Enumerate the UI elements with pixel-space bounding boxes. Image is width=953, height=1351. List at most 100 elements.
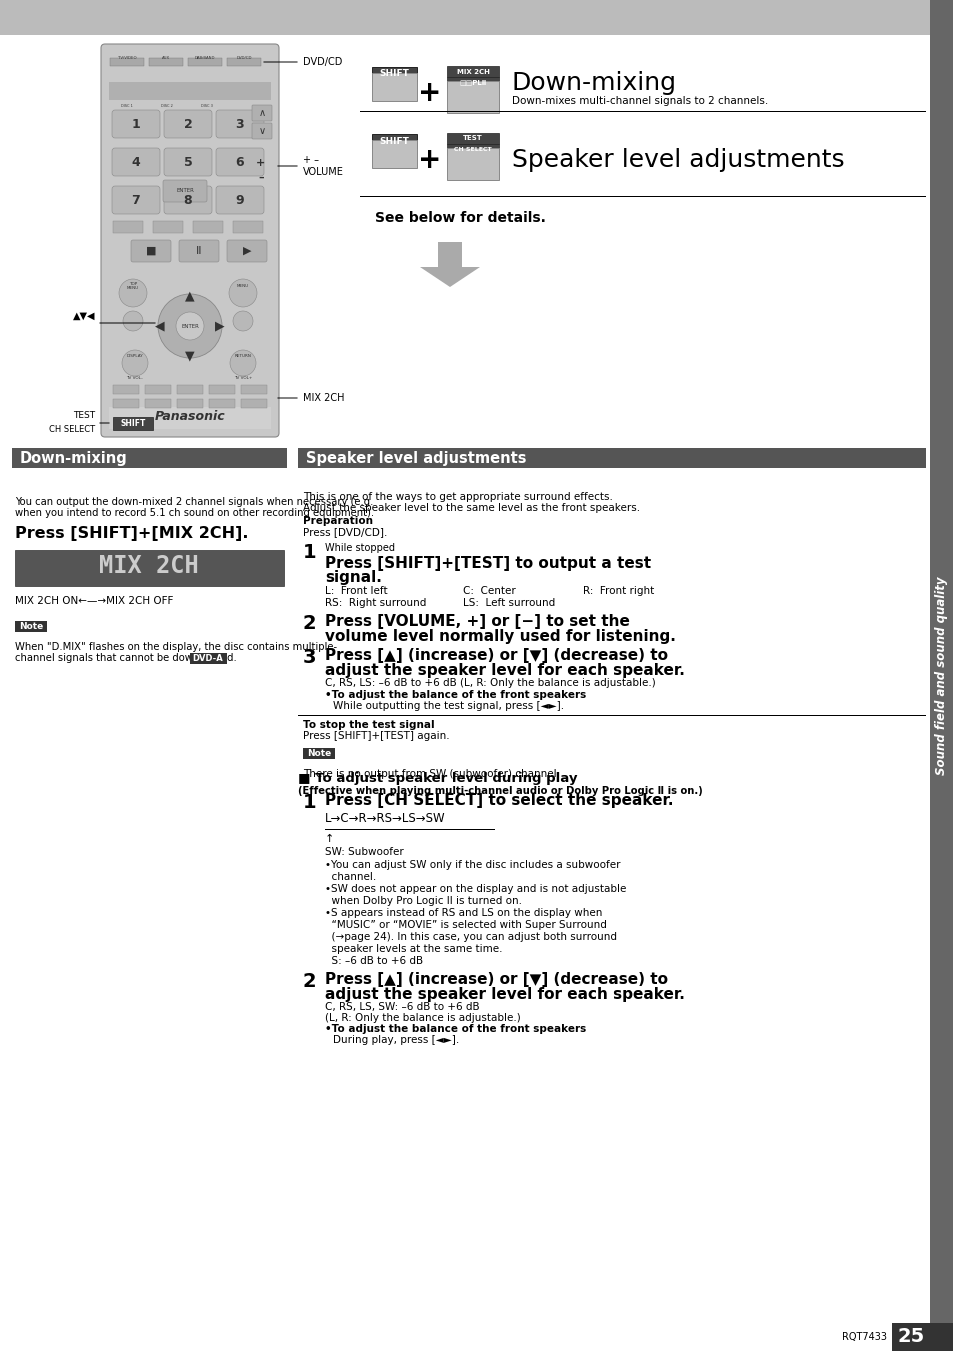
Bar [177,399,203,408]
Text: RS:  Right surround: RS: Right surround [325,598,426,608]
Text: When "D.MIX" flashes on the display, the disc contains multiple-: When "D.MIX" flashes on the display, the… [15,642,336,653]
Text: SHIFT: SHIFT [378,69,409,78]
Bar [303,748,335,759]
Text: (L, R: Only the balance is adjustable.): (L, R: Only the balance is adjustable.) [325,1013,520,1023]
Circle shape [123,311,143,331]
Text: +: + [417,78,441,107]
Bar [929,0,953,1351]
Text: 25: 25 [897,1328,923,1347]
Bar [359,111,925,112]
Text: 1: 1 [303,543,316,562]
Text: when Dolby Pro Logic II is turned on.: when Dolby Pro Logic II is turned on. [325,896,521,907]
Bar [193,222,223,232]
Text: 3: 3 [303,648,316,667]
Circle shape [158,295,222,358]
Text: While stopped: While stopped [325,543,395,553]
Text: ▲: ▲ [185,289,194,303]
Text: MENU: MENU [236,284,249,288]
Text: 5: 5 [183,155,193,169]
Circle shape [119,280,147,307]
Text: TOP
MENU: TOP MENU [127,282,139,290]
Text: •To adjust the balance of the front speakers: •To adjust the balance of the front spea… [325,1024,586,1034]
FancyBboxPatch shape [112,109,160,138]
Bar [177,385,203,394]
FancyBboxPatch shape [252,123,272,139]
Bar [297,449,925,467]
Text: 3: 3 [235,118,244,131]
Text: 2: 2 [303,971,316,992]
Bar [227,58,261,66]
Text: •To adjust the balance of the front speakers: •To adjust the balance of the front spea… [325,690,586,700]
Text: Press [DVD/CD].: Press [DVD/CD]. [303,527,387,536]
Text: adjust the speaker level for each speaker.: adjust the speaker level for each speake… [325,663,684,678]
Text: To stop the test signal: To stop the test signal [303,720,435,730]
Text: Down-mixes multi-channel signals to 2 channels.: Down-mixes multi-channel signals to 2 ch… [512,96,767,105]
Text: Press [CH SELECT] to select the speaker.: Press [CH SELECT] to select the speaker. [325,793,673,808]
Text: You can output the down-mixed 2 channel signals when necessary (e.g.: You can output the down-mixed 2 channel … [15,497,373,507]
Text: ▶: ▶ [215,319,225,332]
Text: Preparation: Preparation [303,516,373,526]
Text: 6: 6 [235,155,244,169]
Text: L→C→R→RS→LS→SW: L→C→R→RS→LS→SW [325,812,445,825]
Text: Speaker level adjustments: Speaker level adjustments [306,450,526,466]
Text: •S appears instead of RS and LS on the display when: •S appears instead of RS and LS on the d… [325,908,601,917]
FancyBboxPatch shape [215,186,264,213]
Text: ENTER: ENTER [181,323,199,328]
Text: 7: 7 [132,193,140,207]
Bar [15,621,47,632]
Text: signal.: signal. [325,570,381,585]
Text: 1: 1 [132,118,140,131]
FancyBboxPatch shape [101,45,278,436]
Bar [359,196,925,197]
Text: 9: 9 [235,193,244,207]
Text: channel signals that cannot be down-mixed.: channel signals that cannot be down-mixe… [15,653,236,663]
Text: MIX 2CH: MIX 2CH [456,69,489,74]
Text: C:  Center: C: Center [462,586,516,596]
Bar [437,242,461,267]
Text: Down-mixing: Down-mixing [512,72,677,95]
FancyBboxPatch shape [112,186,160,213]
Text: R:  Front right: R: Front right [582,586,654,596]
Bar [447,81,498,113]
Text: DVD-A: DVD-A [193,654,223,663]
Text: ■ To adjust speaker level during play: ■ To adjust speaker level during play [297,771,577,785]
Text: volume level normally used for listening.: volume level normally used for listening… [325,630,675,644]
Text: Press [SHIFT]+[TEST] to output a test: Press [SHIFT]+[TEST] to output a test [325,557,651,571]
Text: “MUSIC” or “MOVIE” is selected with Super Surround: “MUSIC” or “MOVIE” is selected with Supe… [325,920,606,929]
Text: Panasonic: Panasonic [154,411,225,423]
Bar [145,399,171,408]
Text: –: – [258,173,264,182]
Bar [149,58,183,66]
Text: TEST: TEST [462,135,482,142]
Circle shape [122,350,148,376]
FancyBboxPatch shape [131,240,171,262]
Text: 2: 2 [183,118,193,131]
Text: when you intend to record 5.1 ch sound on other recording equipment).: when you intend to record 5.1 ch sound o… [15,508,374,517]
Text: Press [SHIFT]+[MIX 2CH].: Press [SHIFT]+[MIX 2CH]. [15,526,248,540]
Text: ∧: ∧ [258,108,265,118]
Text: Down-mixing: Down-mixing [20,450,128,466]
Text: MIX 2CH: MIX 2CH [99,554,198,578]
Text: ▲▼◀: ▲▼◀ [72,311,95,322]
Text: TV/VIDEO: TV/VIDEO [117,55,136,59]
Bar [15,550,284,586]
Text: Press [SHIFT]+[TEST] again.: Press [SHIFT]+[TEST] again. [303,731,449,740]
Text: DVD/CD: DVD/CD [236,55,252,59]
Text: There is no output from SW (subwoofer) channel.: There is no output from SW (subwoofer) c… [303,769,559,780]
Text: (→page 24). In this case, you can adjust both surround: (→page 24). In this case, you can adjust… [325,932,617,942]
Polygon shape [419,267,479,286]
Bar [372,141,416,168]
Text: TV VOL–: TV VOL– [127,376,143,380]
Bar [112,399,139,408]
Bar [188,58,222,66]
Circle shape [229,280,256,307]
Text: adjust the speaker level for each speaker.: adjust the speaker level for each speake… [325,988,684,1002]
Bar [447,77,498,88]
Bar [112,385,139,394]
Text: Press [▲] (increase) or [▼] (decrease) to: Press [▲] (increase) or [▼] (decrease) t… [325,971,667,988]
Text: RQT7433: RQT7433 [841,1332,886,1342]
Text: Note: Note [307,748,331,758]
Text: This is one of the ways to get appropriate surround effects.: This is one of the ways to get appropria… [303,492,612,503]
Text: RETURN: RETURN [234,354,252,358]
Text: DISC 3: DISC 3 [201,104,213,108]
